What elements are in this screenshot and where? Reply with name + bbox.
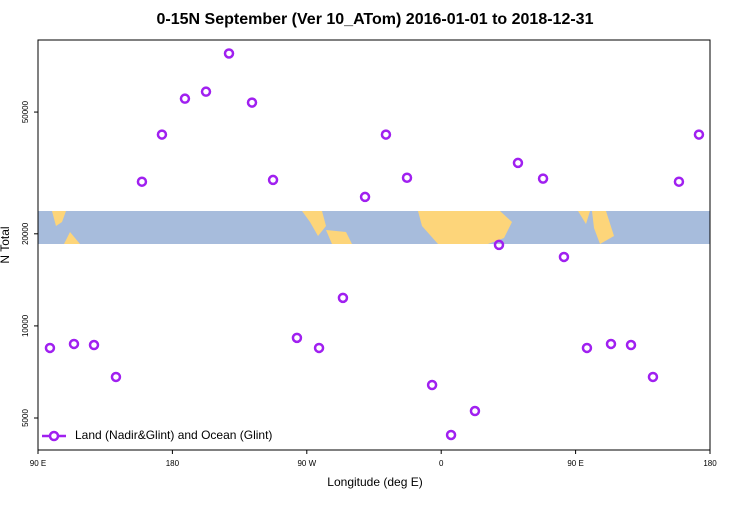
point: [200, 86, 212, 97]
x-tick-label: 90 E: [567, 459, 583, 468]
point: [558, 251, 570, 263]
point: [605, 338, 617, 350]
y-axis-label: N Total: [0, 226, 12, 263]
point: [493, 239, 505, 251]
chart-title: 0-15N September (Ver 10_ATom) 2016-01-01…: [157, 11, 594, 28]
map-strip: [38, 211, 710, 244]
point: [68, 338, 80, 350]
point: [223, 48, 235, 59]
x-tick-label: 90 E: [30, 459, 46, 468]
point: [647, 371, 659, 383]
y-tick-label: 5000: [21, 409, 30, 427]
point: [445, 429, 457, 441]
point: [313, 342, 325, 354]
x-tick-label: 180: [703, 459, 717, 468]
point: [156, 129, 168, 140]
y-tick-label: 20000: [21, 222, 30, 245]
point: [673, 176, 685, 187]
point: [537, 173, 549, 184]
x-axis-label: Longitude (deg E): [327, 475, 422, 489]
point: [179, 93, 191, 104]
point: [359, 191, 371, 203]
point: [291, 332, 303, 344]
y-tick-label: 50000: [21, 100, 30, 123]
y-tick-label: 10000: [21, 314, 30, 337]
point: [88, 339, 100, 351]
point: [337, 292, 349, 304]
point: [469, 405, 481, 417]
x-tick-label: 0: [439, 459, 444, 468]
point: [625, 339, 637, 351]
point: [246, 97, 258, 108]
point: [380, 129, 392, 140]
point: [267, 174, 279, 186]
legend-label: Land (Nadir&Glint) and Ocean (Glint): [75, 428, 272, 442]
point: [512, 157, 524, 169]
x-tick-label: 90 W: [297, 459, 316, 468]
x-tick-label: 180: [166, 459, 180, 468]
point: [44, 342, 56, 354]
point: [136, 176, 148, 187]
point: [693, 129, 705, 140]
point: [401, 172, 413, 183]
point: [581, 342, 593, 354]
point: [426, 379, 438, 391]
legend-marker: [48, 430, 60, 442]
point: [110, 371, 122, 383]
plot-frame: [37, 39, 711, 451]
